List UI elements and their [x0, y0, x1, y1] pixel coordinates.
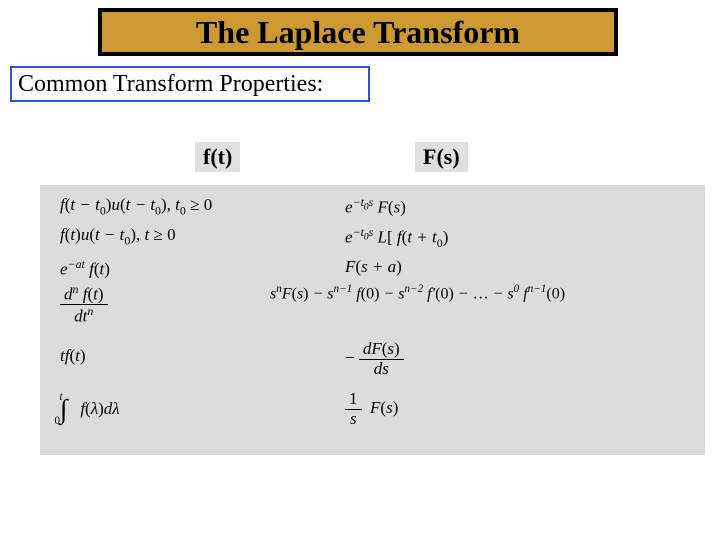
column-header-Fs: F(s)	[415, 142, 468, 172]
Fs-cell: − dF(s) ds	[345, 340, 404, 378]
ft-cell: e−at f(t)	[60, 257, 110, 280]
Fs-cell: snF(s) − sn−1 f(0) − sn−2 f′(0) − … − s0…	[270, 283, 565, 303]
page-title: The Laplace Transform	[196, 14, 520, 51]
Fs-cell: e−t0s F(s)	[345, 195, 406, 218]
ft-cell: dn f(t) dtn	[60, 283, 108, 327]
ft-cell: ∫t0 f(λ)dλ	[60, 390, 120, 421]
formula-table: f(t − t0)u(t − t0), t0 ≥ 0 e−t0s F(s) f(…	[40, 185, 705, 455]
Fs-cell: 1 s F(s)	[345, 390, 398, 428]
ft-cell: f(t − t0)u(t − t0), t0 ≥ 0	[60, 195, 212, 218]
table-row: tf(t) − dF(s) ds	[40, 340, 705, 360]
column-header-ft: f(t)	[195, 142, 240, 172]
subtitle: Common Transform Properties:	[18, 71, 323, 98]
Fs-cell: e−t0s L[ f(t + t0)	[345, 225, 448, 251]
title-box: The Laplace Transform	[98, 8, 618, 56]
Fs-cell: F(s + a)	[345, 257, 402, 277]
ft-cell: f(t)u(t − t0), t ≥ 0	[60, 225, 176, 248]
ft-cell: tf(t)	[60, 346, 86, 365]
subtitle-box: Common Transform Properties:	[10, 66, 370, 102]
